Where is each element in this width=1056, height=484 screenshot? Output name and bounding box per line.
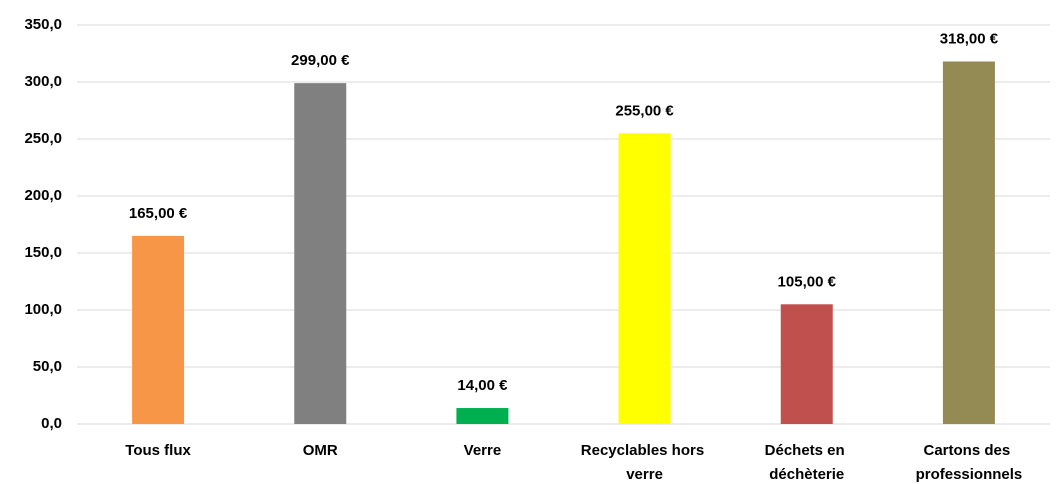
y-tick-label: 50,0	[33, 358, 62, 375]
value-label: 165,00 €	[129, 205, 188, 222]
x-tick-label: Verre	[464, 442, 502, 459]
y-tick-label: 100,0	[24, 301, 62, 318]
value-label: 318,00 €	[940, 30, 999, 47]
x-tick-label: OMR	[303, 442, 338, 459]
x-tick-label: Recyclables hors verre	[581, 442, 709, 483]
y-tick-label: 150,0	[24, 244, 62, 261]
y-tick-label: 250,0	[24, 130, 62, 147]
bar	[618, 133, 671, 425]
value-label: 105,00 €	[778, 273, 837, 290]
y-tick-label: 0,0	[41, 415, 62, 432]
value-label: 14,00 €	[457, 377, 508, 394]
bar	[942, 61, 995, 424]
bar	[780, 304, 833, 424]
y-tick-label: 300,0	[24, 73, 62, 90]
bar	[456, 408, 509, 424]
bar	[294, 83, 347, 424]
x-tick-label: Cartons des professionnels	[916, 442, 1023, 483]
x-tick-label: Tous flux	[125, 442, 191, 459]
y-tick-label: 350,0	[24, 16, 62, 33]
y-tick-label: 200,0	[24, 187, 62, 204]
x-tick-label: Déchets en déchèterie	[765, 442, 849, 483]
value-label: 299,00 €	[291, 52, 350, 69]
value-label: 255,00 €	[615, 102, 674, 119]
bar	[132, 235, 185, 424]
